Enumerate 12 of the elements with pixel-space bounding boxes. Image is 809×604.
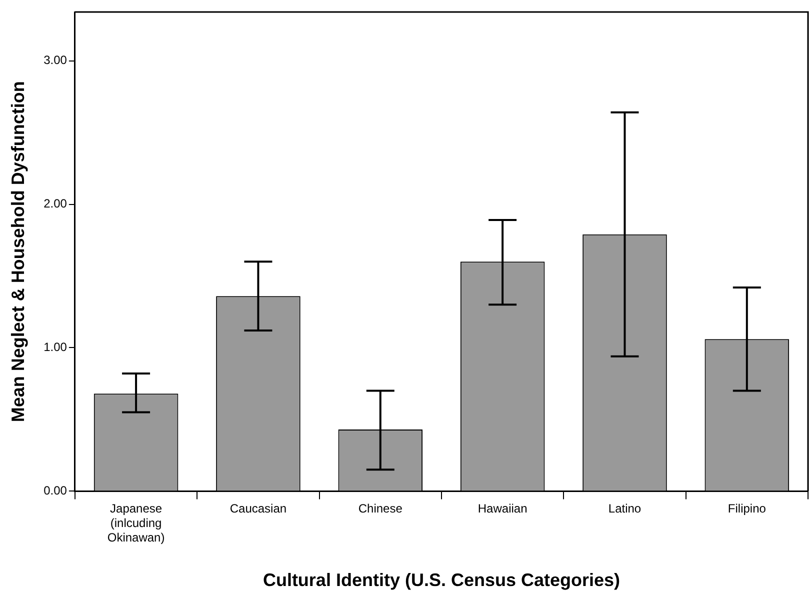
x-tick-label: Chinese [358, 502, 403, 516]
x-tick-label: Japanese (inlcuding Okinawan) [107, 502, 165, 545]
y-tick-label: 3.00 [44, 53, 68, 68]
y-tick-label: 1.00 [44, 340, 68, 354]
y-axis-title: Mean Neglect & Household Dysfunction [8, 81, 28, 422]
x-tick-label: Caucasian [230, 502, 287, 516]
x-tick-label: Hawaiian [478, 502, 528, 516]
x-tick-label: Filipino [728, 502, 766, 516]
y-tick-label: 2.00 [44, 196, 68, 211]
x-axis-title: Cultural Identity (U.S. Census Categories) [262, 570, 620, 590]
y-tick-label: 0.00 [44, 484, 68, 498]
x-tick-label: Latino [608, 502, 642, 516]
